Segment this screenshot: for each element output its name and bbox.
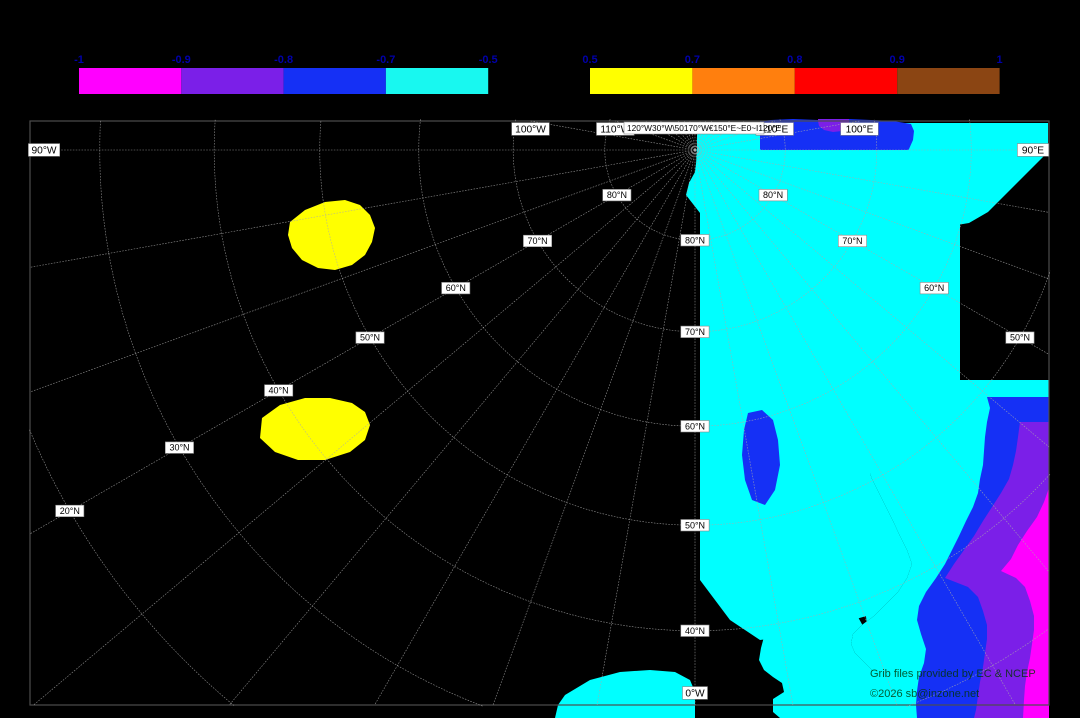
svg-text:40°N: 40°N (685, 626, 705, 636)
svg-text:0.7: 0.7 (685, 54, 700, 66)
svg-text:1: 1 (997, 54, 1003, 66)
svg-text:20°N: 20°N (60, 506, 80, 516)
svg-text:-0.5: -0.5 (479, 54, 498, 66)
svg-text:©2026 sb@inzone.net: ©2026 sb@inzone.net (870, 688, 979, 700)
svg-text:80°N: 80°N (763, 190, 783, 200)
svg-text:30°N: 30°N (169, 443, 189, 453)
svg-text:-1: -1 (74, 54, 84, 66)
svg-text:60°N: 60°N (446, 283, 466, 293)
svg-text:0.9: 0.9 (890, 54, 905, 66)
svg-text:70°N: 70°N (685, 327, 705, 337)
svg-text:60°N: 60°N (685, 421, 705, 431)
svg-text:80°N: 80°N (607, 190, 627, 200)
svg-text:Grib files provided by EC & NC: Grib files provided by EC & NCEP (870, 668, 1036, 680)
svg-text:50°N: 50°N (360, 333, 380, 343)
svg-text:50°N: 50°N (685, 520, 705, 530)
svg-text:40°N: 40°N (269, 385, 289, 395)
svg-text:0.5: 0.5 (582, 54, 597, 66)
svg-text:90°W: 90°W (31, 146, 56, 157)
svg-text:-0.7: -0.7 (376, 54, 395, 66)
svg-text:-0.9: -0.9 (172, 54, 191, 66)
svg-text:90°E: 90°E (1022, 146, 1044, 157)
svg-text:-0.8: -0.8 (274, 54, 293, 66)
svg-text:100°E: 100°E (846, 125, 874, 136)
svg-text:0°W: 0°W (685, 689, 705, 700)
svg-text:100°W: 100°W (515, 125, 546, 136)
svg-text:60°N: 60°N (924, 283, 944, 293)
svg-text:80°N: 80°N (685, 235, 705, 245)
svg-text:50°N: 50°N (1010, 333, 1030, 343)
svg-text:120°W30°W\50170°W€150°E~E0~I12: 120°W30°W\50170°W€150°E~E0~I120°E (627, 123, 782, 133)
svg-text:70°N: 70°N (842, 236, 862, 246)
svg-text:70°N: 70°N (528, 236, 548, 246)
svg-text:0.8: 0.8 (787, 54, 802, 66)
